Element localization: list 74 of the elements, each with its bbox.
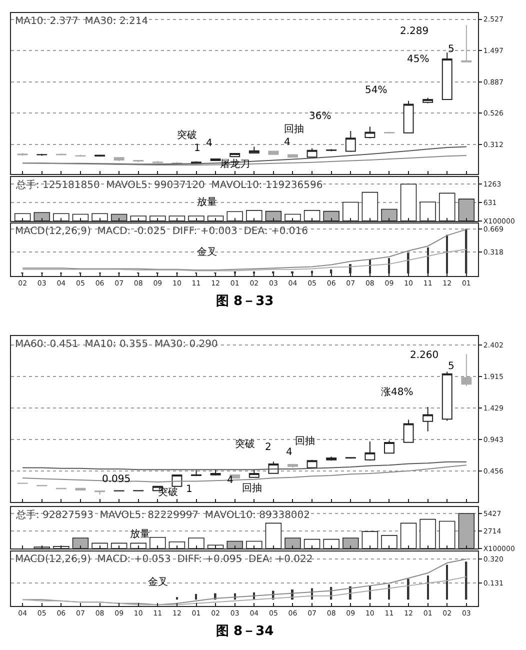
annotation: 4 [206,138,212,149]
candlestick [422,406,434,432]
bar [407,252,410,274]
candlestick [210,469,221,476]
bar [446,234,448,274]
annotation: 2.289 [400,26,429,37]
line-series [22,464,467,482]
candlestick [403,419,414,443]
line-series [22,248,467,272]
candlestick [75,154,86,157]
annotation: 金叉 [197,246,217,258]
annotation: 突破 [235,438,255,450]
candlestick [306,459,318,469]
annotation: 突破 [177,129,197,141]
chart-title: MACD(12,26,9) MACD: -0.025 DIFF: +0.003 DEA: +0.016 [15,226,308,237]
annotation: 45% [407,54,430,65]
annotation: 4 [284,137,290,148]
bar [407,578,410,600]
bar [446,564,448,600]
bar [388,584,390,600]
line-series [22,461,467,470]
bar [176,597,178,600]
annotation: 突破 [158,486,178,498]
candlestick [442,371,452,422]
annotation: 涨48% [381,386,414,398]
annotation: 36% [309,111,332,122]
candlestick [326,456,337,462]
annotation: 1 [186,484,192,495]
annotation: 放量 [130,529,150,540]
annotation: 金叉 [148,576,168,588]
chart-title: MA10: 2.377 MA30: 2.214 [15,16,148,27]
annotation: 4 [227,475,234,486]
candlestick [461,354,472,387]
candlestick [306,148,318,158]
candlestick [384,440,394,454]
annotation: 放量 [197,197,217,208]
annotation: 5 [448,361,454,372]
bar [388,258,390,274]
annotation: 5 [448,44,454,55]
bar [311,270,313,274]
candlestick [268,150,279,156]
candlestick [248,469,260,478]
candlestick [403,100,414,134]
chart-title: 总手: 125181850 MAVOL5: 99037120 MAVOL10: 119236596 [15,179,323,191]
caption: 图 8－34 [216,624,274,639]
annotation: 54% [365,85,388,96]
bar [427,247,429,274]
chart-title: 总手: 92827593 MAVOL5: 82229997 MAVOL10: 89338002 [15,509,310,521]
annotation: 回抽 [242,482,262,494]
candlestick [442,52,452,100]
candlestick [422,97,434,104]
annotation: 回抽 [295,435,315,447]
line-series [22,576,467,606]
candlestick [461,24,472,63]
candlestick [345,130,356,152]
candlestick [114,157,124,162]
candlestick [172,474,182,487]
annotation: 回抽 [284,123,304,135]
candlestick [17,152,28,156]
candlestick [364,441,376,462]
bar [427,576,429,600]
candlestick [288,463,298,468]
candlestick [36,153,48,156]
annotation: 2.260 [410,350,439,361]
annotation: 2 [265,442,272,453]
candlestick [248,146,260,154]
chart-title: MACD(12,26,9) MACD: +0.053 DIFF: +0.095 DEA: +0.022 [15,554,313,565]
chart-title: MA60: 0.451 MA10: 0.355 MA30: 0.290 [15,339,218,350]
annotation: 4 [286,447,292,458]
bar [195,594,198,600]
caption: 图 8－33 [216,294,274,309]
annotation: 1 [194,143,200,154]
candlestick [364,126,376,139]
annotation: 0.095 [102,474,131,485]
